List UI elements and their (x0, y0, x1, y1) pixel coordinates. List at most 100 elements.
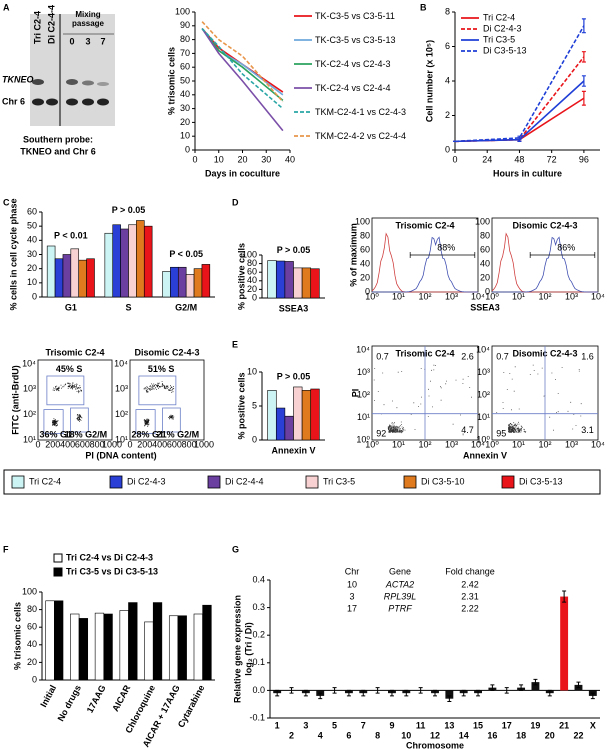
flow-y-tick-label: 10² (357, 389, 370, 399)
error-bar (404, 689, 409, 697)
lane-label: Di C2-4-4 (46, 5, 56, 44)
flow-x-tick-label: 10³ (445, 439, 458, 449)
x-axis-label: PI (DNA content) (85, 450, 156, 460)
x-tick-label: 21 (559, 720, 569, 730)
x-tick-label: 1 (275, 720, 280, 730)
bar (168, 615, 179, 681)
y-tick-label: 60 (180, 62, 190, 72)
y-tick-label: 8 (445, 6, 450, 16)
y-tick-label: 100 (175, 6, 190, 16)
bar (293, 267, 303, 299)
legend-box (3, 469, 601, 495)
error-bar (576, 681, 581, 689)
bar (293, 386, 303, 441)
flow-y-tick-label: 10³ (115, 384, 128, 394)
y-tick-label: 40 (27, 639, 37, 649)
quadrant-label: 4.7 (461, 425, 474, 435)
x-tick-label: 19 (530, 720, 540, 730)
y-axis-label: FITC (anti-BrdU) (10, 365, 20, 435)
y-axis-label: % cells in cell cycle phase (8, 198, 18, 310)
flow-x-tick-label: 10² (538, 439, 551, 449)
error-bar (433, 689, 437, 697)
y-tick-label: -0.1 (249, 712, 265, 722)
y-tick-label: 90 (180, 20, 190, 30)
line (201, 28, 284, 93)
table-cell: ACTA2 (385, 579, 414, 589)
line (201, 28, 284, 132)
lane-label: Tri C2-4 (32, 11, 42, 44)
legend-label: Di C3-5-13 (519, 476, 563, 486)
x-tick-label: 13 (444, 720, 454, 730)
x-tick-label: G2/M (175, 302, 197, 312)
error-bar (504, 687, 509, 694)
y-tick-label: 10 (247, 366, 257, 376)
legend-label: Tri C2-4 (483, 12, 515, 22)
table-cell: 17 (347, 603, 357, 613)
y-tick-label: 0.2 (252, 630, 265, 640)
flow-x-tick-label: 800 (182, 439, 197, 449)
error-bar (517, 135, 522, 141)
x-tick-label: 16 (487, 730, 497, 740)
x-axis-label: Hours in culture (493, 168, 562, 178)
x-tick-label: 6 (346, 730, 351, 740)
bar (94, 612, 105, 681)
caption: Southern probe: (23, 134, 93, 144)
bar (310, 388, 320, 441)
x-tick-label: 5 (332, 720, 337, 730)
flow-y-tick-label: 10⁰ (356, 434, 370, 444)
flow-x-tick-label: 10¹ (392, 291, 405, 301)
flow-x-tick-label: 10² (538, 291, 551, 301)
flow-x-tick-label: 200 (45, 439, 60, 449)
panel-letter: C (3, 197, 10, 207)
annotation: P < 0.05 (169, 249, 203, 259)
bar (202, 604, 212, 681)
legend-label: Di C2-4-4 (225, 476, 264, 486)
bar (128, 602, 138, 681)
flow-y-tick-label: 40 (360, 258, 370, 268)
flow-x-tick-label: 10³ (565, 439, 578, 449)
bar (301, 390, 312, 441)
annotation: P > 0.05 (112, 205, 146, 215)
flow-x-tick-label: 10⁴ (471, 439, 485, 449)
y-tick-label: 80 (27, 604, 37, 614)
y-tick-label: 10 (180, 131, 190, 141)
bar (284, 415, 294, 441)
legend-label: TKM-C2-4-1 vs C2-4-3 (315, 107, 407, 117)
y-tick-label: 50 (27, 221, 37, 231)
quadrant-label: 95 (496, 429, 506, 439)
x-tick-label: 2 (289, 730, 294, 740)
gate-label: 88% (437, 242, 455, 252)
blot-band (46, 98, 58, 106)
x-tick-label: 24 (482, 154, 492, 164)
y-tick-label: 0.0 (252, 685, 265, 695)
bar (162, 271, 171, 298)
gate (138, 375, 177, 406)
x-tick-label: G1 (65, 302, 77, 312)
dots (496, 364, 592, 433)
flow-y-tick-label: 40 (480, 258, 490, 268)
quadrant-label: 0.7 (496, 352, 509, 362)
flow-y-tick-label: 10⁰ (476, 434, 490, 444)
gate (162, 407, 181, 433)
gate-label: 86% (557, 242, 575, 252)
y-tick-label: 80 (180, 34, 190, 44)
flow-y-tick-label: 10⁴ (356, 344, 370, 354)
y-tick-label: 0 (185, 144, 190, 154)
flow-x-tick-label: 200 (137, 439, 152, 449)
flow-y-tick-label: 10² (115, 409, 128, 419)
y-tick-label: 0 (252, 434, 257, 444)
error-bar (519, 684, 524, 691)
x-tick-label: 20 (237, 154, 247, 164)
x-tick-label: 0 (192, 154, 197, 164)
legend-swatch (501, 475, 515, 489)
flow-x-tick-label: 0 (127, 439, 132, 449)
flow-x-tick-label: 10⁰ (365, 291, 379, 301)
error-bar (581, 51, 586, 63)
y-tick-label: 0 (252, 292, 257, 302)
bar (62, 254, 72, 298)
x-tick-label: 22 (573, 730, 583, 740)
error-bar (581, 75, 586, 87)
dots (373, 364, 472, 436)
flow-x-tick-label: 10⁴ (591, 291, 605, 301)
bar (70, 613, 80, 681)
